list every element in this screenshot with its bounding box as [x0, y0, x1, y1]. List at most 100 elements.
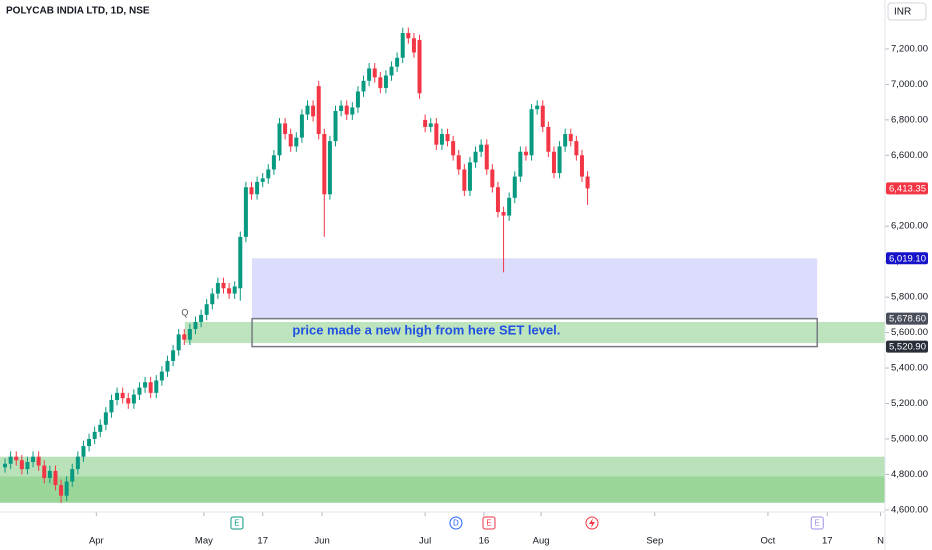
candle-body: [540, 105, 545, 127]
event-label[interactable]: E: [234, 519, 239, 528]
event-flash-glyph: [589, 518, 595, 528]
event-label[interactable]: E: [486, 519, 491, 528]
zone-outline: [251, 317, 818, 348]
x-tick-label: Sep: [646, 536, 663, 547]
candle-body: [59, 485, 64, 496]
candle-body: [215, 282, 220, 294]
event[interactable]: E: [482, 516, 496, 530]
event-label[interactable]: D: [453, 519, 459, 528]
candle-body: [529, 109, 534, 156]
event-icon[interactable]: [482, 516, 496, 530]
candle-body: [36, 456, 41, 466]
candle-body: [260, 178, 265, 182]
candle-body: [165, 360, 170, 372]
candle-body: [187, 329, 192, 340]
candle-body: [232, 286, 237, 294]
candle-body: [423, 119, 428, 127]
event[interactable]: D: [449, 516, 463, 530]
candle-body: [148, 382, 153, 393]
event-icon[interactable]: [449, 516, 463, 530]
candle-body: [445, 134, 450, 142]
candle-body: [439, 134, 444, 145]
candle-body: [294, 137, 299, 147]
candle-body: [299, 114, 304, 138]
x-tick-label: Aug: [533, 536, 550, 547]
event-icon[interactable]: [230, 516, 244, 530]
candle-body: [238, 236, 243, 289]
candle-body: [25, 462, 30, 470]
candle-body: [14, 456, 19, 461]
annotation: price made a new high from here SET leve…: [292, 322, 560, 337]
price-label-box: [886, 340, 928, 353]
candle-body: [193, 321, 198, 330]
y-tick-label: 4,800.00: [891, 469, 928, 480]
candle-body: [378, 77, 383, 88]
y-tick-label: 6,600.00: [891, 150, 928, 161]
candle-body: [355, 91, 360, 108]
currency-label[interactable]: INR: [894, 7, 911, 18]
candle-body: [456, 155, 461, 170]
candle-body: [383, 75, 388, 88]
candle-body: [143, 382, 148, 388]
price-label: 6,413.35: [889, 183, 926, 194]
candle-body: [535, 105, 540, 110]
candle-body: [400, 32, 405, 58]
candle-body: [47, 470, 52, 478]
event[interactable]: E: [230, 516, 244, 530]
candle-body: [204, 304, 209, 315]
candle-body: [484, 144, 489, 170]
candle-body: [316, 86, 321, 135]
candle-body: [176, 334, 181, 351]
event-icon[interactable]: [810, 516, 824, 530]
event-label[interactable]: E: [815, 519, 820, 528]
candle-body: [305, 105, 310, 115]
candle-body: [288, 134, 293, 147]
candle-body: [523, 151, 528, 156]
candle-body: [154, 380, 159, 393]
event-flash[interactable]: [585, 516, 599, 530]
candle-body: [227, 288, 232, 294]
candle-body: [518, 151, 523, 177]
candle-body: [115, 392, 120, 400]
candle-body: [109, 399, 114, 413]
candle-body: [557, 146, 562, 174]
currency-button[interactable]: [887, 2, 927, 21]
price-label: 6,019.10: [889, 253, 926, 264]
candle-body: [255, 181, 260, 195]
candle-body: [568, 134, 573, 142]
candle-body: [490, 169, 495, 188]
candle-body: [428, 123, 433, 127]
x-tick-label: N: [877, 536, 884, 547]
candle-body: [434, 123, 439, 145]
zone: [0, 476, 885, 503]
candle-body: [182, 334, 187, 340]
annotation: Q: [181, 307, 188, 317]
y-tick-label: 6,200.00: [891, 221, 928, 232]
candle-body: [221, 282, 226, 289]
candle-body: [126, 398, 131, 404]
candle-body: [507, 197, 512, 216]
y-tick-label: 5,400.00: [891, 363, 928, 374]
price-label-box: [886, 182, 928, 195]
candle-body: [512, 176, 517, 198]
candle-body: [53, 470, 58, 486]
candle-body: [98, 424, 103, 432]
x-tick-label: Jun: [314, 536, 329, 547]
event[interactable]: E: [810, 516, 824, 530]
chart-title: POLYCAB INDIA LTD, 1D, NSE: [6, 6, 150, 17]
candle-body: [585, 176, 590, 189]
candle-body: [361, 80, 366, 92]
candle-body: [70, 469, 75, 482]
candle-body: [495, 187, 500, 213]
candle-body: [283, 123, 288, 135]
candle-body: [333, 110, 338, 142]
candle-body: [87, 438, 92, 447]
candle-body: [81, 446, 86, 457]
candle-body: [277, 123, 282, 156]
candle-body: [372, 68, 377, 78]
candle-body: [579, 155, 584, 177]
candle-body: [395, 57, 400, 67]
price-label: 5,520.90: [889, 342, 926, 353]
candle-body: [322, 134, 327, 195]
candle-body: [367, 68, 372, 81]
